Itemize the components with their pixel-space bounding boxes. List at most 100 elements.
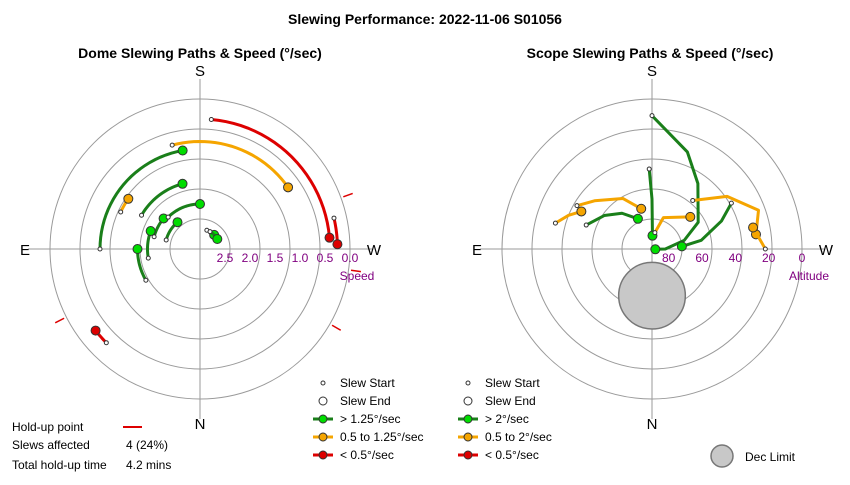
dome-slew-start: [151, 234, 157, 240]
scope-radial-tick: 20: [762, 251, 776, 265]
dome-legend-label: > 1.25°/sec: [340, 412, 401, 426]
dome-radial-tick: 1.0: [292, 251, 309, 265]
scope-slew-path: [680, 201, 733, 248]
dome-slew-start: [97, 246, 103, 252]
dome-holdup-mark: [331, 324, 342, 331]
dome-radial-tick: 0.0: [342, 251, 359, 265]
dome-legend-label: Slew Start: [340, 376, 395, 390]
dome-slew-start: [145, 255, 151, 261]
scope-slew-end: [748, 222, 759, 233]
scope-polar-chart: S N E W 80 60 40 20 0 Altitude: [472, 63, 834, 433]
figure-title: Slewing Performance: 2022-11-06 S01056: [288, 11, 562, 27]
dome-slew-end: [177, 178, 188, 189]
scope-legend-label: < 0.5°/sec: [485, 448, 539, 462]
dome-slew-end: [123, 193, 134, 204]
dome-slew-start: [165, 214, 171, 220]
dome-cardinal-W: W: [367, 242, 382, 259]
scope-cardinal-E: E: [472, 242, 482, 259]
scope-cardinal-S: S: [647, 63, 657, 80]
scope-slew-path: [653, 215, 692, 235]
scope-slew-end: [632, 213, 643, 224]
dome-slew-end: [324, 232, 335, 243]
scope-cardinal-W: W: [819, 242, 834, 259]
dome-radial-tick: 2.0: [242, 251, 259, 265]
dome-slew-end: [90, 325, 101, 336]
dome-slew-end: [283, 182, 294, 193]
scope-slew-end: [650, 244, 661, 255]
dome-radial-tick: 1.5: [267, 251, 284, 265]
dome-slew-start: [143, 277, 149, 283]
dome-legend-start-marker: [320, 380, 326, 386]
scope-slew-end: [676, 241, 687, 252]
dome-slew-end: [332, 239, 343, 250]
dome-legend-marker: [318, 432, 328, 442]
dome-slew-path: [136, 247, 148, 282]
scope-slew-path: [575, 196, 643, 211]
dome-slew-start: [208, 116, 214, 122]
holdup-time-value: 4.2 mins: [126, 458, 171, 472]
dome-slew-end: [212, 234, 223, 244]
dome-legend-label: < 0.5°/sec: [340, 448, 394, 462]
dome-slew-path: [166, 202, 202, 219]
scope-legend-label: Slew Start: [485, 376, 540, 390]
dome-legend: Slew Start Slew End > 1.25°/sec 0.5 to 1.25…: [313, 376, 424, 462]
dec-limit-zone: [617, 261, 687, 330]
scope-legend-marker: [463, 432, 473, 442]
dome-slew-end: [172, 217, 183, 228]
scope-slew-start: [652, 230, 658, 236]
scope-legend-end-marker: [463, 396, 473, 406]
dome-slew-start: [331, 215, 337, 221]
dome-legend-marker: [318, 414, 328, 424]
dome-cardinal-S: S: [195, 63, 205, 80]
dome-slew-path: [98, 149, 185, 251]
dome-radial-label: Speed: [340, 269, 375, 283]
dome-holdup-mark: [343, 192, 353, 198]
dome-slew-end: [145, 226, 156, 237]
dome-legend-label: 0.5 to 1.25°/sec: [340, 430, 424, 444]
scope-legend-label: Slew End: [485, 394, 536, 408]
scope-slew-start: [762, 246, 768, 252]
dome-polar-chart: S N E W 2.5 2.0 1.5 1.0 0.5 0.0 Speed: [20, 63, 382, 433]
slews-affected-value: 4 (24%): [126, 438, 168, 452]
dome-cardinal-N: N: [195, 416, 206, 433]
dome-legend-end-marker: [318, 396, 328, 406]
dome-slew-start: [103, 340, 109, 346]
dome-legend-marker: [318, 450, 328, 460]
dome-radial-tick: 2.5: [217, 251, 234, 265]
scope-slew-start: [583, 222, 589, 228]
scope-slew-end: [576, 206, 587, 217]
scope-legend-label: > 2°/sec: [485, 412, 529, 426]
dome-holdup-mark: [350, 269, 362, 273]
dome-slew-end: [195, 199, 205, 209]
dome-slew-start: [207, 229, 213, 235]
scope-radial-label: Altitude: [789, 269, 829, 283]
dome-slew-path: [140, 182, 185, 217]
holdup-summary: Hold-up point Slews affected 4 (24%) Tot…: [12, 420, 171, 472]
scope-cardinal-N: N: [647, 416, 658, 433]
dome-slew-path: [209, 117, 332, 240]
scope-chart-title: Scope Slewing Paths & Speed (°/sec): [527, 45, 774, 61]
scope-legend-marker: [463, 414, 473, 424]
dome-slew-start: [139, 212, 145, 218]
dome-slew-start: [169, 142, 175, 148]
dome-slew-start: [163, 237, 169, 243]
scope-slew-start: [646, 166, 652, 172]
dome-holdup-mark: [54, 317, 65, 324]
dome-slew-start: [118, 209, 124, 215]
scope-legend-label: 0.5 to 2°/sec: [485, 430, 552, 444]
dome-cardinal-E: E: [20, 242, 30, 259]
holdup-time-label: Total hold-up time: [12, 458, 107, 472]
dec-limit-legend-marker: [710, 444, 734, 468]
scope-radial-tick: 40: [729, 251, 743, 265]
scope-slew-start: [728, 200, 734, 206]
scope-slew-path: [650, 114, 700, 251]
scope-slew-start: [690, 197, 696, 203]
dome-legend-label: Slew End: [340, 394, 391, 408]
scope-legend-marker: [463, 450, 473, 460]
dome-slew-path: [170, 140, 290, 189]
scope-slew-start: [574, 203, 580, 209]
scope-slew-end: [685, 211, 696, 222]
dec-limit-legend-label: Dec Limit: [745, 450, 796, 464]
